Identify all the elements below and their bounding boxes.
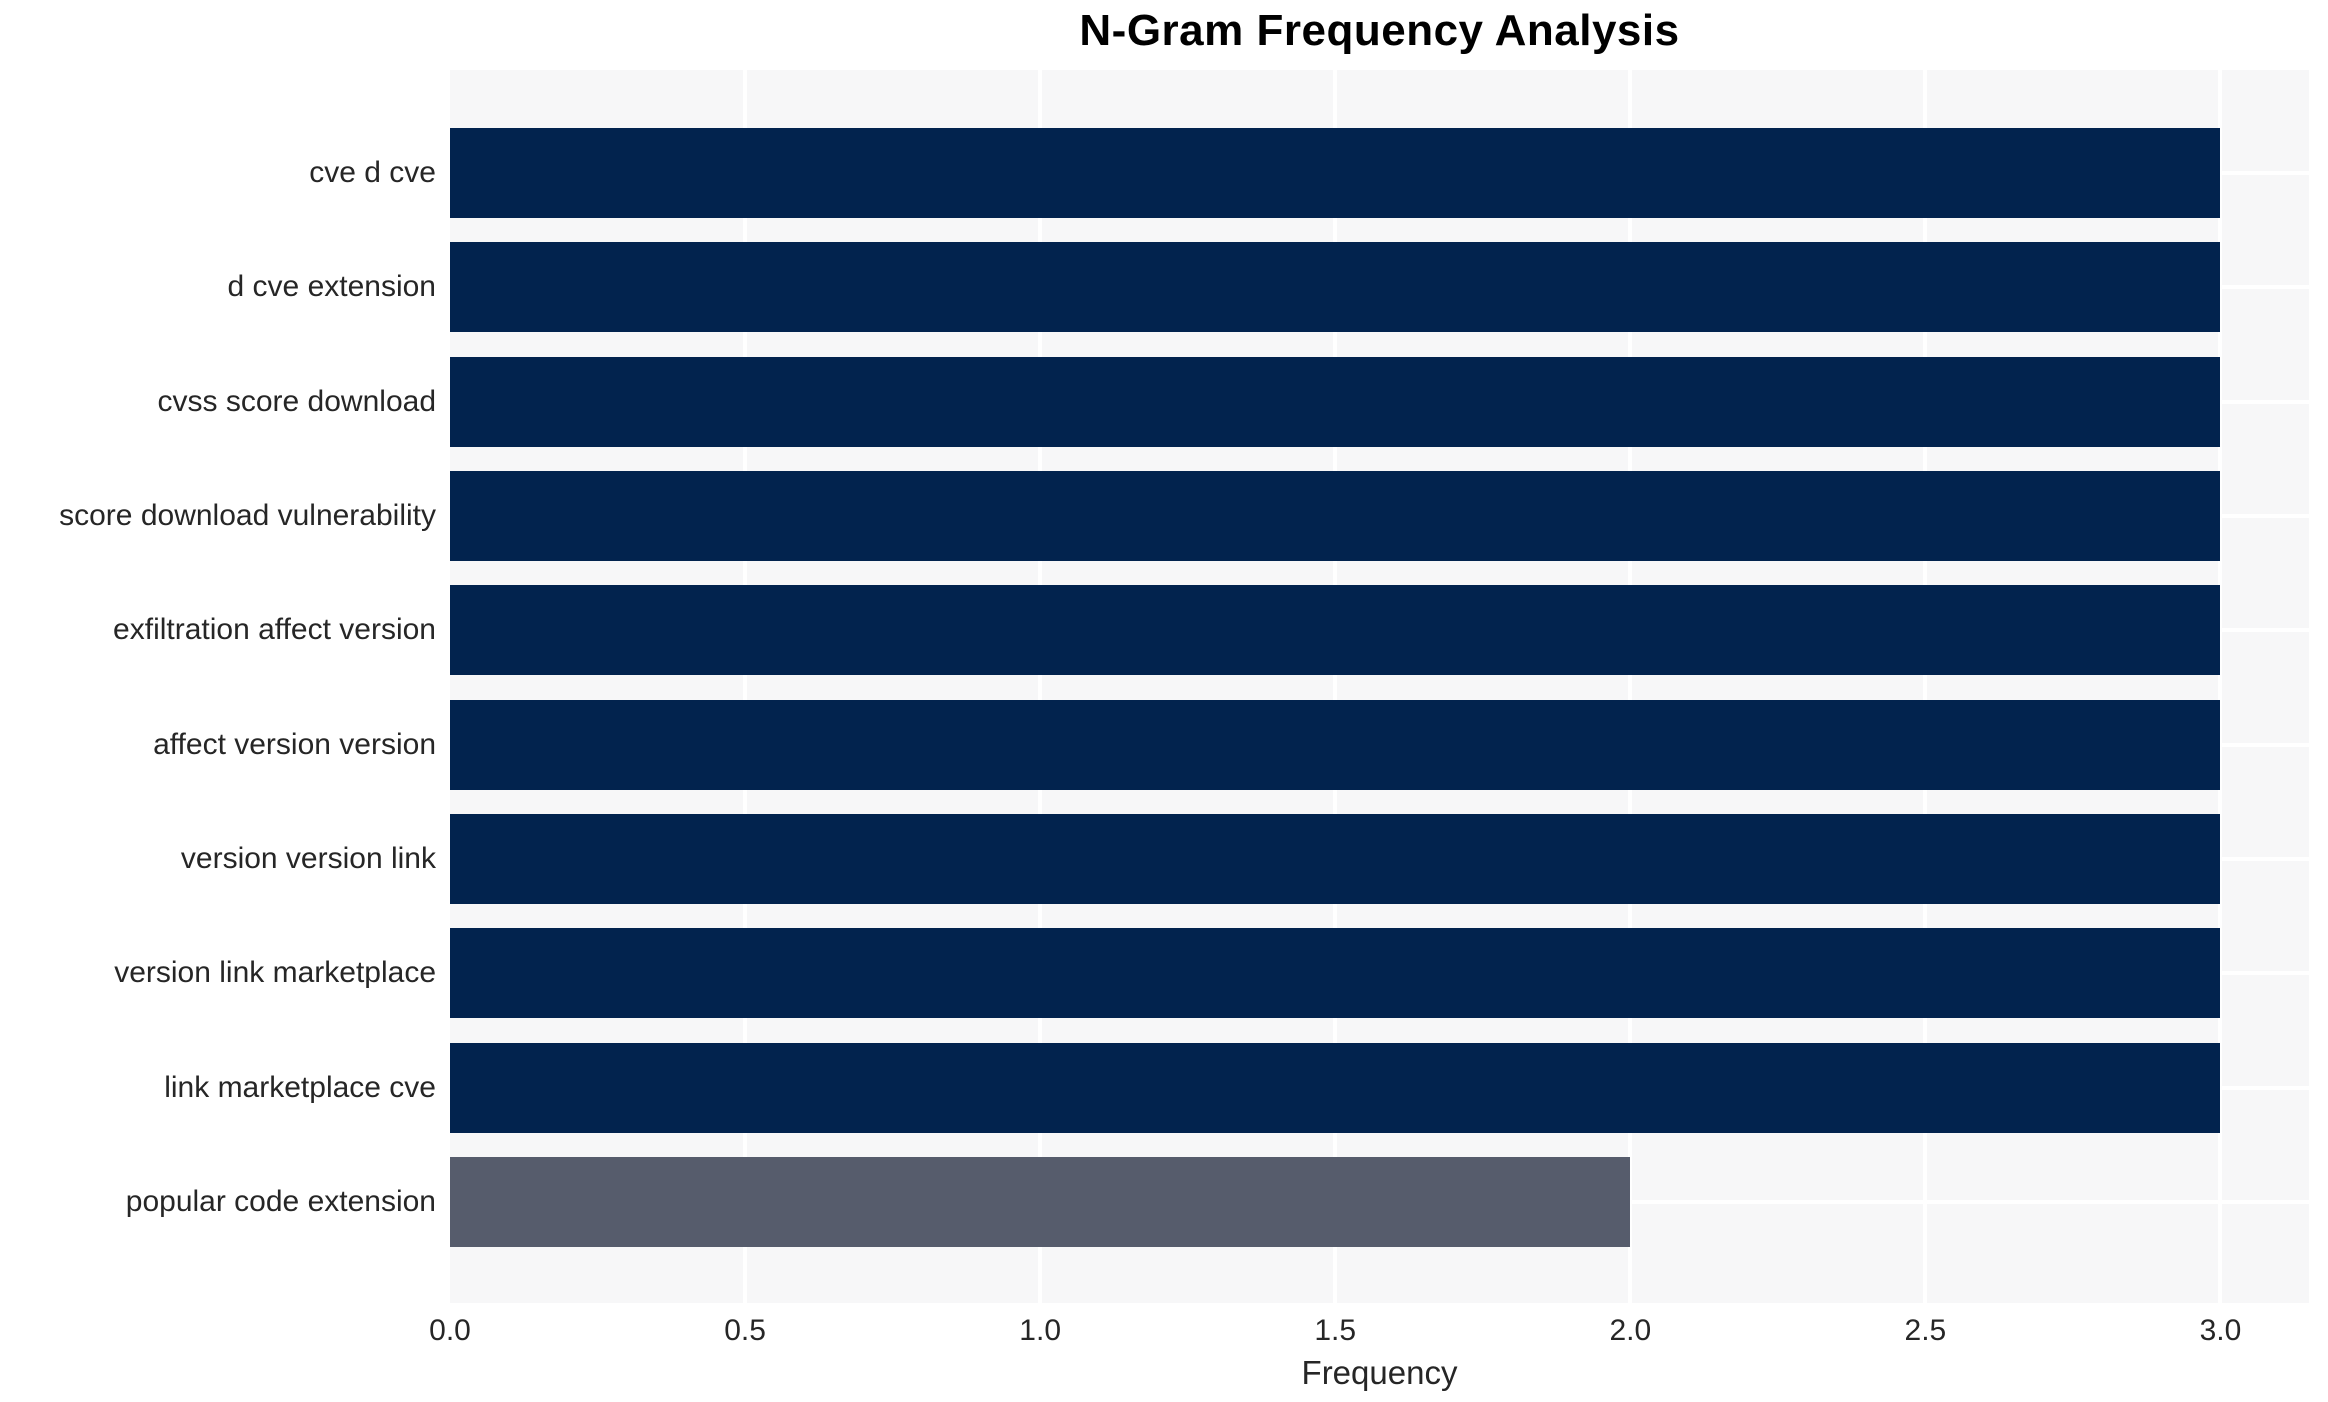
- gridline-vertical: [1923, 70, 1928, 1303]
- y-tick-label: link marketplace cve: [164, 1070, 436, 1104]
- x-tick-label: 0.5: [724, 1314, 766, 1347]
- x-tick-label: 1.0: [1019, 1314, 1062, 1347]
- bar-score-download-vulnerability: [450, 470, 2221, 561]
- y-tick-label: cvss score download: [157, 384, 436, 418]
- gridline-vertical: [2218, 70, 2223, 1303]
- y-tick-label: version version link: [180, 841, 436, 875]
- plot-area: [450, 70, 2309, 1303]
- x-tick-label: 1.5: [1314, 1314, 1357, 1347]
- y-tick-label: cve d cve: [309, 156, 436, 189]
- y-tick-label: d cve extension: [227, 270, 436, 304]
- bar-cve-d-cve: [450, 128, 2221, 218]
- bar-version-link-marketplace: [450, 928, 2221, 1019]
- bar-link-marketplace-cve: [450, 1042, 2221, 1133]
- y-tick-label: version link marketplace: [114, 956, 436, 990]
- bar-cvss-score-download: [450, 356, 2221, 447]
- y-axis-labels: cve d cve d cve extension cvss score downl…: [0, 70, 436, 1303]
- y-tick-label: affect version version: [153, 727, 436, 761]
- y-tick-label: exfiltration affect version: [113, 613, 436, 647]
- bar-affect-version-version: [450, 699, 2221, 790]
- y-tick-label: popular code extension: [125, 1184, 436, 1218]
- x-axis-label: Frequency: [1301, 1354, 1458, 1391]
- chart-title: N-Gram Frequency Analysis: [1079, 6, 1680, 55]
- bar-popular-code-extension: [450, 1156, 1631, 1247]
- x-tick-label: 2.5: [1904, 1314, 1947, 1347]
- x-tick-label: 3.0: [2199, 1314, 2242, 1347]
- gridline-vertical: [1333, 70, 1338, 1303]
- bar-exfiltration-affect-version: [450, 585, 2221, 676]
- x-tick-label: 2.0: [1609, 1314, 1652, 1347]
- x-tick-label: 0.0: [429, 1314, 471, 1347]
- gridline-vertical: [1038, 70, 1043, 1303]
- gridline-vertical: [1628, 70, 1633, 1303]
- bar-d-cve-extension: [450, 242, 2221, 333]
- y-tick-label: score download vulnerability: [59, 498, 436, 532]
- gridline-vertical: [743, 70, 748, 1303]
- bar-version-version-link: [450, 813, 2221, 904]
